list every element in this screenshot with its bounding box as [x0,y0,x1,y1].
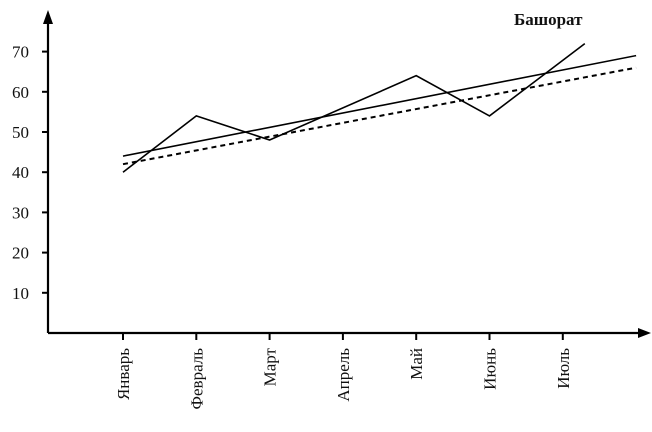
y-tick-label: 30 [12,203,29,222]
legend-label: Башорат [514,10,583,29]
y-axis-arrow-icon [43,10,53,24]
x-tick-label: Май [407,348,426,380]
x-tick-label: Март [261,347,280,386]
x-axis-ticks: Январь Февраль Март Апрель Май Июнь Июль [114,333,573,409]
series-layer [122,42,637,173]
x-tick-label: Июнь [481,348,500,390]
x-tick-label: Апрель [334,348,353,402]
y-tick-label: 20 [12,244,29,263]
series-line-0 [122,42,586,173]
x-tick-label: Январь [114,348,133,400]
x-tick-label: Июль [554,348,573,389]
y-tick-label: 40 [12,163,29,182]
y-axis-ticks: 10 20 30 40 50 60 70 [12,43,48,303]
y-tick-label: 70 [12,43,29,62]
x-axis-arrow-icon [638,328,651,338]
series-dashed-trend-line [122,66,637,166]
series-solid-trend-line [122,54,637,157]
y-tick-label: 10 [12,284,29,303]
x-tick-label: Февраль [187,348,206,410]
y-tick-label: 60 [12,83,29,102]
y-tick-label: 50 [12,123,29,142]
